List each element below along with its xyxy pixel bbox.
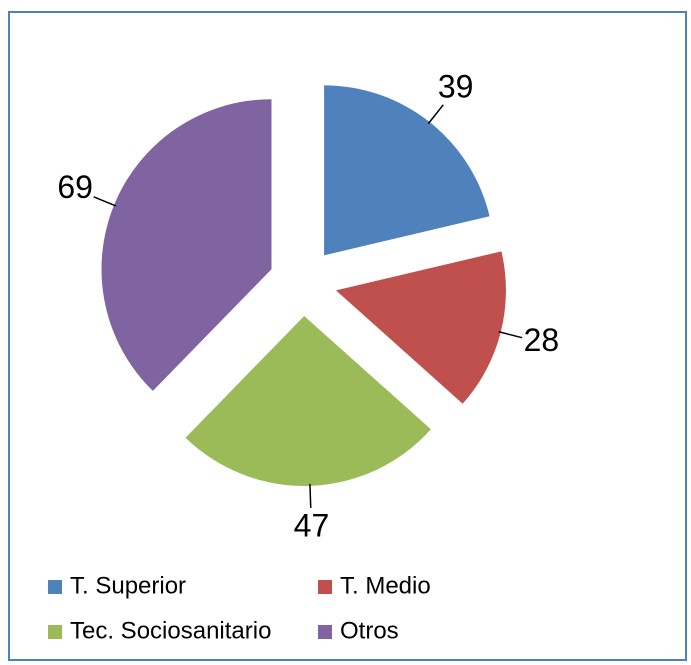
leader-line bbox=[498, 331, 523, 339]
legend-swatch bbox=[48, 580, 62, 594]
legend-swatch bbox=[48, 625, 62, 639]
leader-line bbox=[427, 104, 444, 125]
data-label: 28 bbox=[524, 322, 560, 358]
pie-slice bbox=[185, 315, 431, 486]
legend-label: Otros bbox=[340, 617, 399, 644]
legend-label: Tec. Sociosanitario bbox=[70, 617, 271, 644]
pie-slice bbox=[324, 85, 490, 256]
leader-line bbox=[309, 483, 312, 508]
data-label: 47 bbox=[294, 507, 330, 543]
leader-line bbox=[93, 196, 117, 207]
legend-swatch bbox=[318, 625, 332, 639]
legend-label: T. Superior bbox=[70, 572, 186, 599]
legend-label: T. Medio bbox=[340, 572, 431, 599]
data-label: 69 bbox=[57, 169, 93, 205]
data-label: 39 bbox=[438, 69, 474, 105]
pie-slice bbox=[335, 251, 506, 404]
legend-swatch bbox=[318, 580, 332, 594]
pie-slice bbox=[101, 99, 272, 391]
